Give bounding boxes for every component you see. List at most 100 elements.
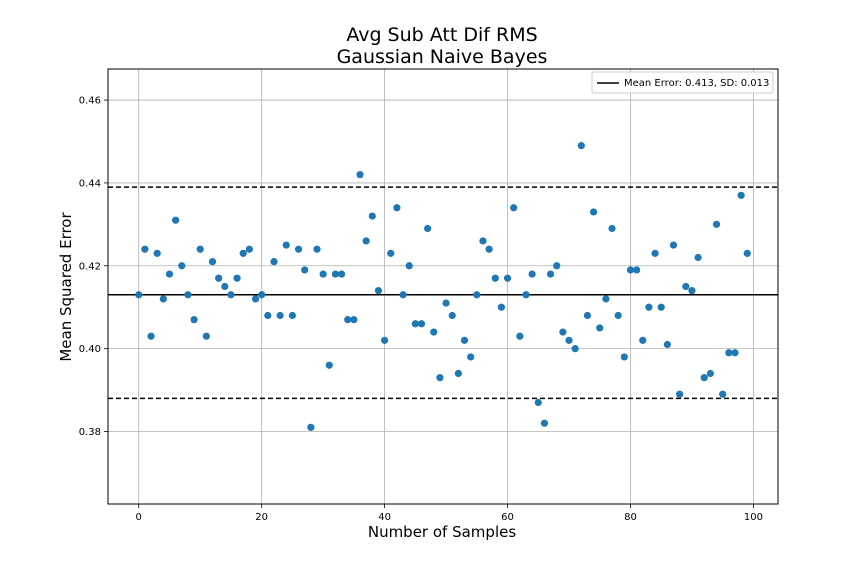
reference-lines bbox=[108, 186, 778, 400]
data-point bbox=[208, 258, 217, 266]
plot-frame bbox=[107, 68, 779, 505]
data-point bbox=[178, 262, 186, 270]
data-point bbox=[706, 369, 714, 378]
data-point bbox=[424, 224, 432, 233]
data-point bbox=[325, 361, 333, 369]
data-point bbox=[737, 191, 745, 199]
data-point bbox=[215, 274, 223, 282]
data-point bbox=[503, 274, 512, 282]
data-point bbox=[368, 212, 376, 220]
data-point bbox=[694, 253, 702, 262]
data-point bbox=[356, 171, 364, 179]
data-point bbox=[258, 291, 266, 299]
data-point bbox=[510, 204, 518, 212]
x-tick-label: 20 bbox=[255, 512, 268, 523]
data-point bbox=[460, 336, 469, 344]
y-tick-label: 0.40 bbox=[79, 344, 101, 355]
data-point bbox=[344, 316, 352, 324]
data-point bbox=[184, 291, 192, 299]
data-point bbox=[614, 311, 622, 320]
data-point bbox=[159, 295, 167, 303]
data-point bbox=[264, 311, 272, 320]
data-point bbox=[288, 311, 297, 320]
data-point bbox=[374, 287, 383, 295]
y-tick-label: 0.38 bbox=[79, 427, 101, 438]
data-point bbox=[553, 262, 561, 270]
data-point bbox=[669, 241, 678, 249]
data-point bbox=[165, 270, 174, 278]
y-tick-label: 0.42 bbox=[79, 261, 101, 272]
data-point bbox=[473, 291, 481, 299]
x-tick-label: 60 bbox=[501, 512, 514, 523]
data-point bbox=[645, 303, 653, 311]
data-point bbox=[608, 224, 616, 233]
data-point bbox=[725, 349, 733, 357]
data-point bbox=[294, 245, 303, 253]
data-point bbox=[381, 336, 389, 344]
data-point bbox=[602, 295, 610, 303]
x-axis-label: Number of Samples bbox=[368, 523, 516, 541]
data-point bbox=[731, 349, 739, 357]
grid bbox=[108, 69, 778, 504]
data-point bbox=[700, 374, 708, 382]
data-point bbox=[233, 274, 241, 282]
data-point bbox=[577, 142, 585, 150]
data-point bbox=[276, 311, 284, 320]
data-point bbox=[147, 332, 155, 340]
data-point bbox=[448, 311, 456, 320]
chart-title-line-2: Gaussian Naive Bayes bbox=[337, 46, 548, 68]
y-tick-label: 0.46 bbox=[79, 96, 101, 107]
data-point bbox=[307, 423, 315, 431]
legend: Mean Error: 0.413, SD: 0.013 bbox=[591, 71, 774, 94]
data-point bbox=[362, 237, 370, 245]
data-point bbox=[350, 316, 358, 324]
data-point bbox=[596, 324, 604, 332]
data-point bbox=[442, 299, 450, 307]
data-point bbox=[663, 340, 671, 349]
data-point bbox=[153, 249, 161, 257]
y-axis-label: Mean Squared Error bbox=[57, 212, 75, 362]
data-point bbox=[190, 316, 198, 324]
data-point bbox=[522, 291, 530, 299]
data-point bbox=[633, 266, 641, 274]
data-point bbox=[516, 332, 524, 340]
data-points bbox=[135, 142, 751, 431]
data-point bbox=[454, 369, 462, 378]
data-point bbox=[712, 220, 721, 228]
data-point bbox=[479, 237, 487, 245]
data-point bbox=[430, 328, 438, 336]
data-point bbox=[387, 249, 395, 257]
x-tick-label: 80 bbox=[624, 512, 637, 523]
data-point bbox=[620, 353, 628, 361]
data-point bbox=[651, 249, 659, 257]
data-point bbox=[221, 282, 229, 291]
data-point bbox=[719, 390, 727, 398]
data-point bbox=[399, 291, 407, 299]
data-point bbox=[657, 303, 665, 311]
x-tick-label: 0 bbox=[136, 512, 142, 523]
data-point bbox=[639, 336, 647, 344]
data-point bbox=[202, 332, 210, 340]
y-tick-label: 0.44 bbox=[79, 178, 101, 189]
data-point bbox=[436, 374, 444, 382]
chart-title-line-1: Avg Sub Att Dif RMS bbox=[346, 24, 537, 46]
data-point bbox=[417, 320, 426, 328]
data-point bbox=[528, 270, 536, 278]
data-point bbox=[337, 270, 346, 278]
data-point bbox=[676, 390, 684, 398]
data-point bbox=[534, 398, 542, 407]
data-point bbox=[319, 270, 327, 278]
data-point bbox=[313, 245, 321, 253]
data-point bbox=[583, 311, 592, 320]
data-point bbox=[251, 295, 260, 303]
data-point bbox=[497, 303, 505, 311]
data-point bbox=[571, 345, 579, 353]
data-point bbox=[743, 249, 751, 257]
data-point bbox=[282, 241, 290, 249]
data-point bbox=[393, 204, 401, 212]
legend-entry-label: Mean Error: 0.413, SD: 0.013 bbox=[624, 78, 769, 89]
data-point bbox=[682, 282, 690, 291]
data-point bbox=[589, 208, 598, 216]
x-axis-ticks: 0 20 40 60 80 100 bbox=[136, 504, 763, 523]
data-point bbox=[405, 262, 413, 270]
